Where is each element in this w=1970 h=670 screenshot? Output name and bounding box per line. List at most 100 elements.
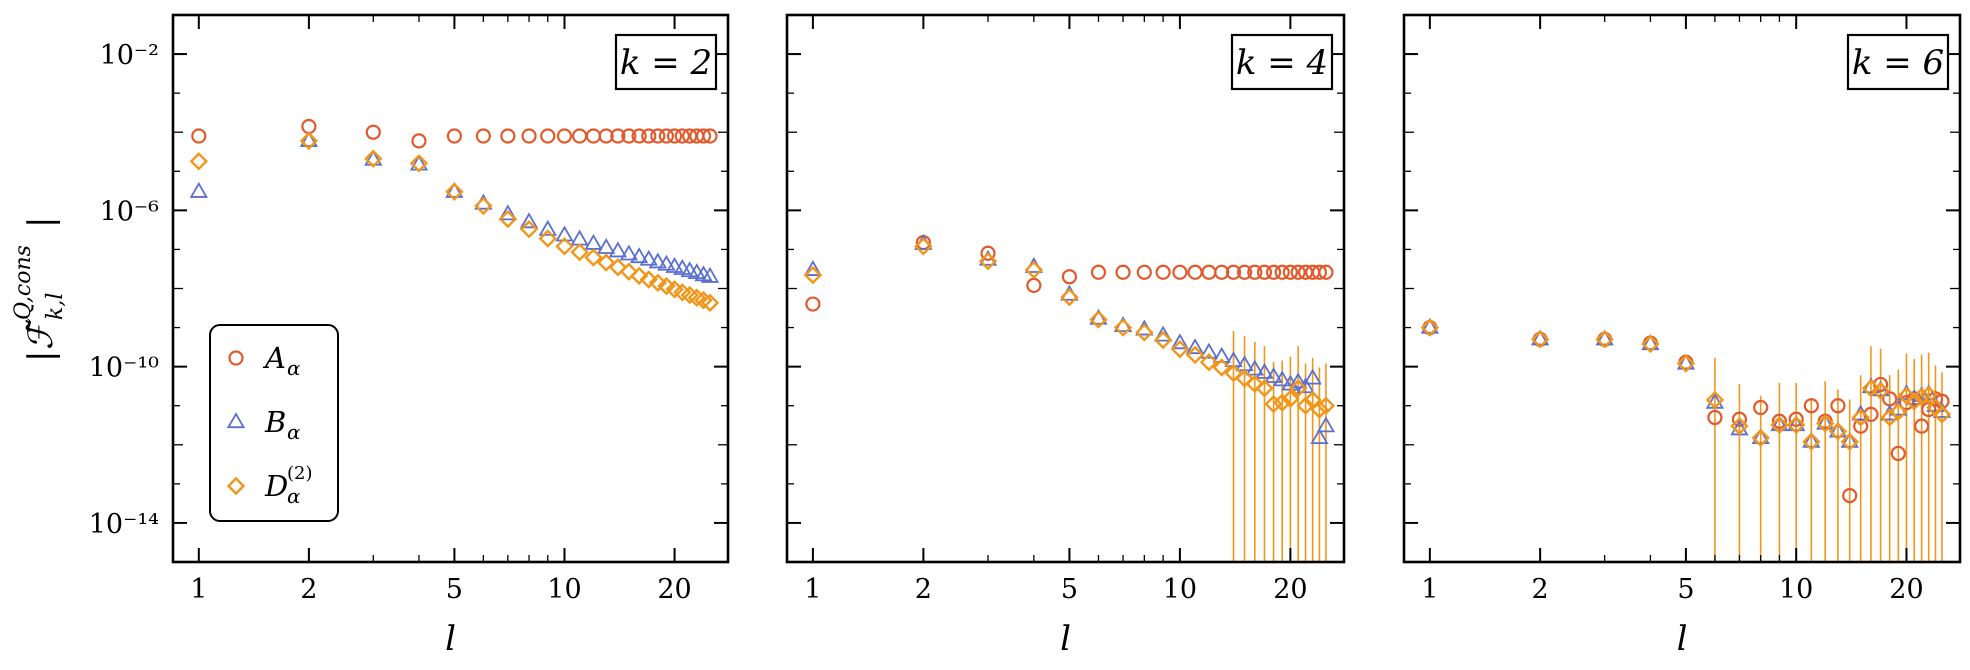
data-point: [519, 212, 539, 229]
data-point: [1641, 334, 1660, 351]
data-point: [1061, 269, 1078, 285]
data-point: [1135, 323, 1154, 342]
data-point: [1771, 413, 1788, 429]
data-point: [1155, 264, 1171, 280]
data-point: [914, 237, 933, 256]
data-point: [610, 128, 626, 144]
panel-3: 1 2 5 10 20 l k = 6: [1402, 13, 1962, 659]
data-point: [619, 244, 639, 261]
panel-1: 1 2 5 10 20 10⁻¹⁴ 10⁻¹⁰ 10⁻⁶ 10⁻² l k = 2: [89, 13, 730, 659]
data-point: [584, 233, 603, 250]
data-point: [1290, 264, 1306, 280]
data-point: [474, 196, 493, 216]
data-point: [189, 181, 208, 198]
data-point: [631, 128, 647, 144]
y-tick-label: 10⁻¹⁰: [89, 353, 159, 384]
data-point: [1641, 334, 1660, 354]
data-point: [1172, 264, 1188, 280]
data-point: [639, 270, 658, 289]
data-point: [1530, 329, 1550, 346]
data-point: [1256, 264, 1273, 280]
x-tick-label: 2: [1532, 574, 1549, 605]
data-point: [1264, 366, 1283, 383]
data-point: [1707, 409, 1723, 426]
data-point: [445, 181, 464, 198]
data-point: [540, 128, 556, 144]
data-point: [1273, 370, 1292, 387]
legend-marker-triangle: [226, 412, 246, 429]
data-point: [1905, 392, 1924, 411]
x-ticks: 1 2 5 10 20: [804, 15, 1308, 605]
data-point: [1851, 408, 1870, 427]
data-point: [1153, 330, 1173, 350]
data-point: [1212, 346, 1231, 363]
x-ticks: 1 2 5 10 20: [1421, 15, 1924, 605]
data-point: [629, 266, 649, 286]
data-point: [1705, 390, 1725, 410]
legend-label-sub: α: [287, 356, 301, 380]
x-tick-label: 20: [1889, 574, 1923, 605]
data-point: [803, 260, 823, 276]
y-label-sub: k,l: [43, 293, 68, 320]
data-point: [673, 258, 692, 275]
data-point: [191, 128, 207, 144]
data-point: [665, 256, 684, 273]
x-tick-label: 2: [915, 574, 932, 605]
x-tick-label: 10: [1779, 574, 1813, 605]
data-point: [648, 252, 667, 269]
data-point: [1914, 418, 1930, 434]
data-point: [1932, 405, 1952, 424]
data-point: [1420, 318, 1440, 337]
data-point: [555, 237, 574, 256]
axes-frame: [1402, 13, 1962, 564]
data-point: [1255, 379, 1274, 398]
data-point: [658, 128, 675, 144]
data-point: [301, 118, 317, 135]
data-point: [445, 182, 464, 201]
data-point: [1212, 358, 1231, 377]
data-point: [1890, 445, 1906, 462]
y-ticks: [1404, 14, 1960, 563]
data-point: [570, 242, 589, 262]
data-point: [1731, 411, 1748, 427]
data-point: [1830, 398, 1846, 414]
data-point: [1840, 431, 1859, 448]
x-ticks: 1 2 5 10 20: [190, 15, 692, 605]
legend-label: A: [262, 341, 286, 375]
data-point: [1115, 264, 1131, 280]
data-point: [1318, 264, 1334, 280]
data-point: [629, 247, 649, 264]
data-point: [608, 241, 628, 258]
series-A_alpha: [1422, 319, 1950, 504]
data-point: [1420, 317, 1440, 334]
data-point: [1530, 330, 1550, 349]
data-point: [1842, 488, 1858, 504]
x-tick-label: 10: [1163, 574, 1197, 605]
axes-frame: [785, 13, 1346, 564]
x-axis-label: l: [445, 619, 456, 659]
y-label-bar-right: |: [21, 217, 61, 228]
data-point: [189, 152, 209, 171]
data-point: [365, 124, 381, 140]
y-label-main: ℱ̃: [21, 317, 61, 350]
y-tick-label: 10⁻²: [100, 40, 159, 71]
data-point: [1187, 264, 1203, 280]
data-point: [1751, 428, 1770, 445]
data-point: [641, 128, 657, 144]
data-point: [805, 296, 821, 312]
data-point: [1595, 330, 1614, 349]
data-point: [1828, 421, 1848, 438]
data-point: [1281, 389, 1300, 409]
data-point: [1676, 353, 1696, 370]
data-point: [1153, 325, 1173, 342]
data-point: [1311, 264, 1328, 280]
series-A_alpha: [191, 118, 718, 149]
panel-2: 1 2 5 10 20 l k = 4: [785, 13, 1346, 659]
data-point: [409, 154, 429, 173]
data-point: [978, 251, 998, 271]
x-tick-label: 10: [547, 574, 581, 605]
data-point: [498, 204, 517, 221]
data-point: [1170, 339, 1190, 359]
